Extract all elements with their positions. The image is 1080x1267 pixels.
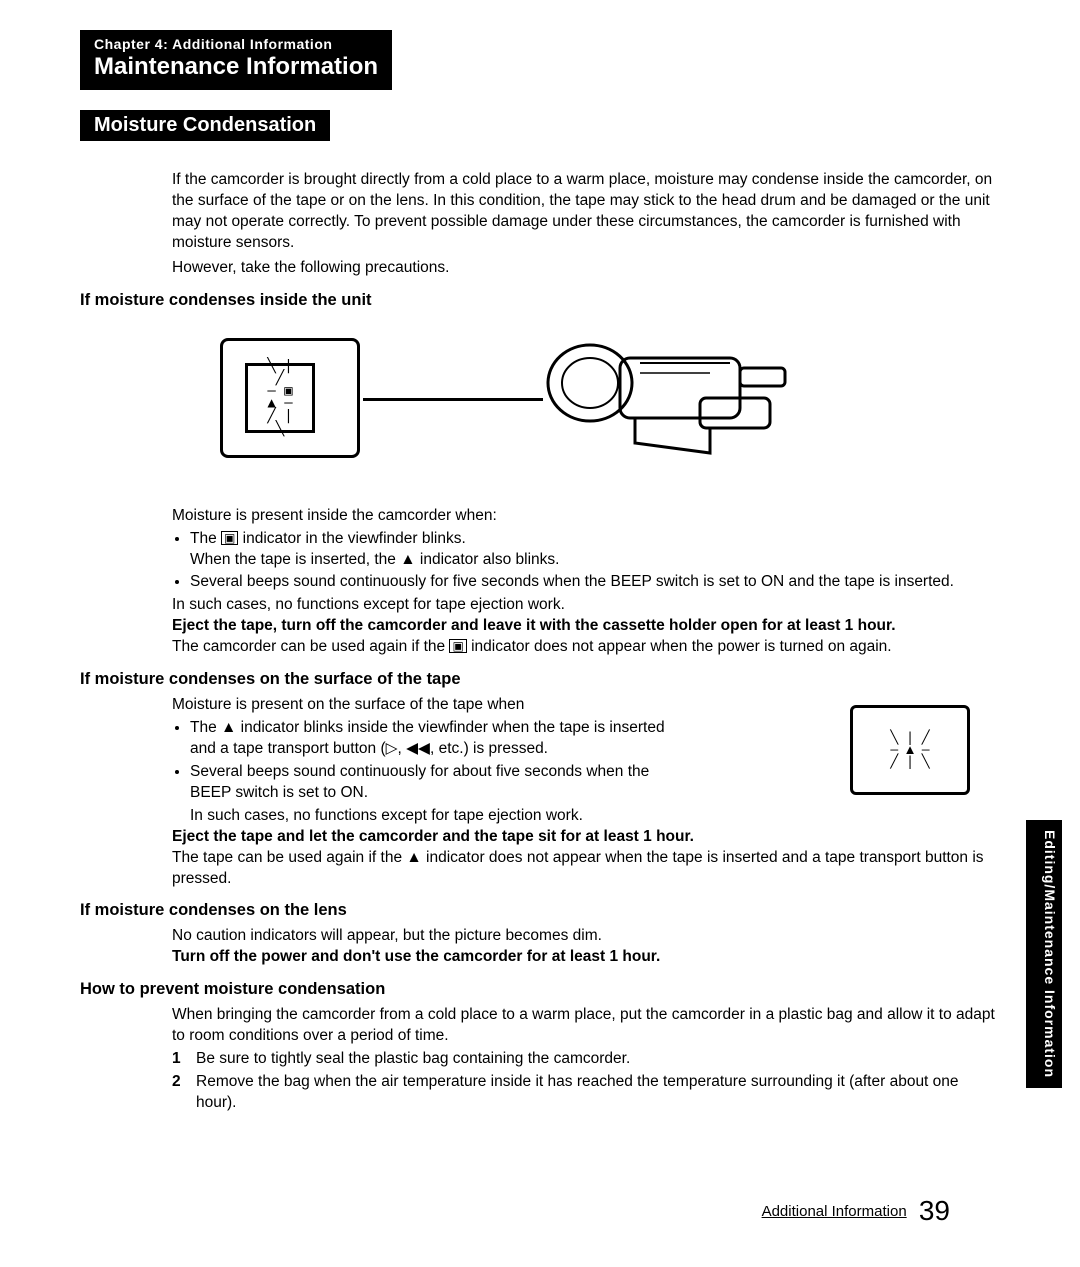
prevent-step-2: 2Remove the bag when the air temperature… bbox=[172, 1072, 1000, 1114]
lens-block: No caution indicators will appear, but t… bbox=[172, 926, 1000, 968]
moisture-box-icon: ▣ bbox=[221, 531, 238, 545]
chapter-small-title: Chapter 4: Additional Information bbox=[94, 36, 378, 53]
prevent-step-1: 1Be sure to tightly seal the plastic bag… bbox=[172, 1049, 1000, 1070]
inside-bullet-1: The ▣ indicator in the viewfinder blinks… bbox=[190, 529, 1000, 571]
lens-instruction-bold: Turn off the power and don't use the cam… bbox=[172, 947, 1000, 968]
viewfinder-box: ╲ | ╱— ▣ ▲ —╱ | ╲ bbox=[220, 338, 360, 458]
tape-tail: The tape can be used again if the ▲ indi… bbox=[172, 848, 1000, 890]
intro-paragraph: If the camcorder is brought directly fro… bbox=[172, 170, 1000, 254]
footer-label: Additional Information bbox=[762, 1203, 907, 1220]
chapter-large-title: Maintenance Information bbox=[94, 53, 378, 82]
diagram-arrow bbox=[363, 398, 543, 401]
chapter-banner: Chapter 4: Additional Information Mainte… bbox=[80, 30, 392, 90]
heading-prevent: How to prevent moisture condensation bbox=[80, 980, 1000, 999]
heading-tape: If moisture condenses on the surface of … bbox=[80, 670, 1000, 689]
moisture-box-icon: ▣ bbox=[449, 639, 466, 653]
prevent-block: When bringing the camcorder from a cold … bbox=[172, 1005, 1000, 1114]
inside-block: Moisture is present inside the camcorder… bbox=[172, 506, 1000, 658]
page-number: 39 bbox=[919, 1195, 950, 1226]
camcorder-illustration bbox=[540, 328, 800, 478]
inside-tail: The camcorder can be used again if the ▣… bbox=[172, 637, 1000, 658]
page-footer: Additional Information 39 bbox=[762, 1195, 950, 1227]
diagram-moisture-inside: ╲ | ╱— ▣ ▲ —╱ | ╲ bbox=[220, 328, 820, 488]
lens-line-1: No caution indicators will appear, but t… bbox=[172, 926, 1000, 947]
tape-bullet-2: Several beeps sound continuously for abo… bbox=[190, 762, 692, 804]
tape-note: In such cases, no functions except for t… bbox=[172, 806, 1000, 827]
tape-block: ╲ | ╱— ▲ —╱ | ╲ Moisture is present on t… bbox=[172, 695, 1000, 889]
inside-bullet-2: Several beeps sound continuously for fiv… bbox=[190, 572, 1000, 593]
small-viewfinder-box: ╲ | ╱— ▲ —╱ | ╲ bbox=[850, 705, 970, 795]
side-tab: Editing/Maintenance Information bbox=[1026, 820, 1062, 1088]
heading-lens: If moisture condenses on the lens bbox=[80, 901, 1000, 920]
inside-instruction-bold: Eject the tape, turn off the camcorder a… bbox=[172, 616, 1000, 637]
inside-lead: Moisture is present inside the camcorder… bbox=[172, 506, 1000, 527]
tape-bullet-1: The ▲ indicator blinks inside the viewfi… bbox=[190, 718, 692, 760]
tape-instruction-bold: Eject the tape and let the camcorder and… bbox=[172, 827, 1000, 848]
viewfinder-inner: ╲ | ╱— ▣ ▲ —╱ | ╲ bbox=[245, 363, 315, 433]
prevent-lead: When bringing the camcorder from a cold … bbox=[172, 1005, 1000, 1047]
section-title: Moisture Condensation bbox=[80, 110, 330, 141]
inside-note: In such cases, no functions except for t… bbox=[172, 595, 1000, 616]
eject-blink-icon: ╲ | ╱— ▲ —╱ | ╲ bbox=[890, 733, 929, 768]
heading-inside: If moisture condenses inside the unit bbox=[80, 291, 1000, 310]
moisture-icon: ╲ | ╱— ▣ ▲ —╱ | ╲ bbox=[264, 360, 296, 436]
intro-paragraph-2: However, take the following precautions. bbox=[172, 258, 1000, 279]
